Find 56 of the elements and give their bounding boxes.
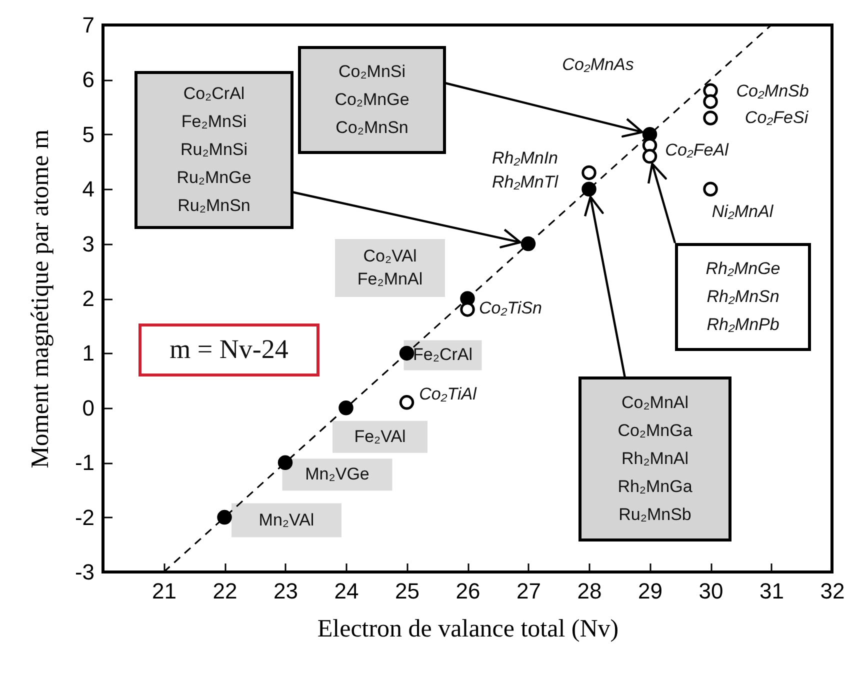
point xyxy=(582,182,596,196)
x-tick-label: 30 xyxy=(698,578,724,604)
y-tick-label: 5 xyxy=(82,122,94,147)
annotation: Fe₂CrAl xyxy=(413,345,472,364)
point xyxy=(582,165,596,180)
x-axis-title: Electron de valance total (Nv) xyxy=(317,616,619,642)
annotation: Co₂VAl Fe₂MnAl xyxy=(357,246,423,288)
annotation: Rh₂MnIn Rh₂MnTl xyxy=(492,148,560,192)
annotation: Co₂TiSn xyxy=(478,298,542,318)
x-tick-label: 27 xyxy=(516,578,541,604)
point xyxy=(703,110,718,126)
annotation: Co₂FeAl xyxy=(665,140,730,160)
y-tick-label: -3 xyxy=(74,560,94,584)
y-axis-title: Moment magnétique par atome m xyxy=(26,129,54,468)
annotation: Fe₂VAl xyxy=(354,426,406,446)
y-tick-label: -1 xyxy=(74,450,94,476)
annotation: Co₂MnSi Co₂MnGe Co₂MnSn xyxy=(334,62,410,137)
point xyxy=(399,346,414,361)
point xyxy=(217,510,232,525)
y-tick-label: 2 xyxy=(82,286,94,311)
y-tick-label: 3 xyxy=(82,231,94,256)
annotation: Ni₂MnAl xyxy=(712,202,774,222)
y-tick-label: 7 xyxy=(82,12,94,38)
point xyxy=(642,148,658,164)
x-tick-label: 22 xyxy=(212,578,238,604)
x-tick-label: 28 xyxy=(577,578,602,604)
point xyxy=(520,236,536,252)
point xyxy=(703,94,718,109)
y-tick-label: 1 xyxy=(82,340,94,366)
point xyxy=(278,455,293,470)
point xyxy=(703,182,718,196)
x-tick-label: 24 xyxy=(334,578,359,604)
annotation: Co₂MnSb xyxy=(736,82,809,101)
x-tick-label: 31 xyxy=(760,578,784,604)
annotation: Co₂FeSi xyxy=(744,108,810,127)
y-tick-label: -2 xyxy=(74,504,94,530)
annotation: Co₂CrAl Fe₂MnSi Ru₂MnSi Ru₂MnGe Ru₂MnSn xyxy=(176,84,252,215)
y-tick-label: 0 xyxy=(82,395,94,420)
point xyxy=(460,302,475,317)
y-tick-label: 4 xyxy=(82,176,94,202)
annotation: Co₂TiAl xyxy=(419,384,478,404)
annotation: Mn₂VAl xyxy=(258,510,314,530)
x-tick-label: 26 xyxy=(456,578,480,604)
x-tick-label: 32 xyxy=(820,578,845,604)
y-tick-label: 6 xyxy=(82,67,94,92)
x-tick-label: 25 xyxy=(395,578,420,604)
annotation: Mn₂VGe xyxy=(305,464,370,484)
x-tick-label: 21 xyxy=(152,578,176,604)
annotation: Co₂MnAs xyxy=(562,55,634,74)
x-tick-label: 29 xyxy=(638,578,662,604)
annotation: Co₂MnAl Co₂MnGa Rh₂MnAl Rh₂MnGa Ru₂MnSb xyxy=(618,393,693,524)
point xyxy=(338,400,354,416)
point xyxy=(399,395,414,410)
annotation: m = Nv-24 xyxy=(170,334,289,364)
annotation: Rh₂MnGe Rh₂MnSn Rh₂MnPb xyxy=(706,259,780,334)
x-tick-label: 23 xyxy=(274,578,298,604)
